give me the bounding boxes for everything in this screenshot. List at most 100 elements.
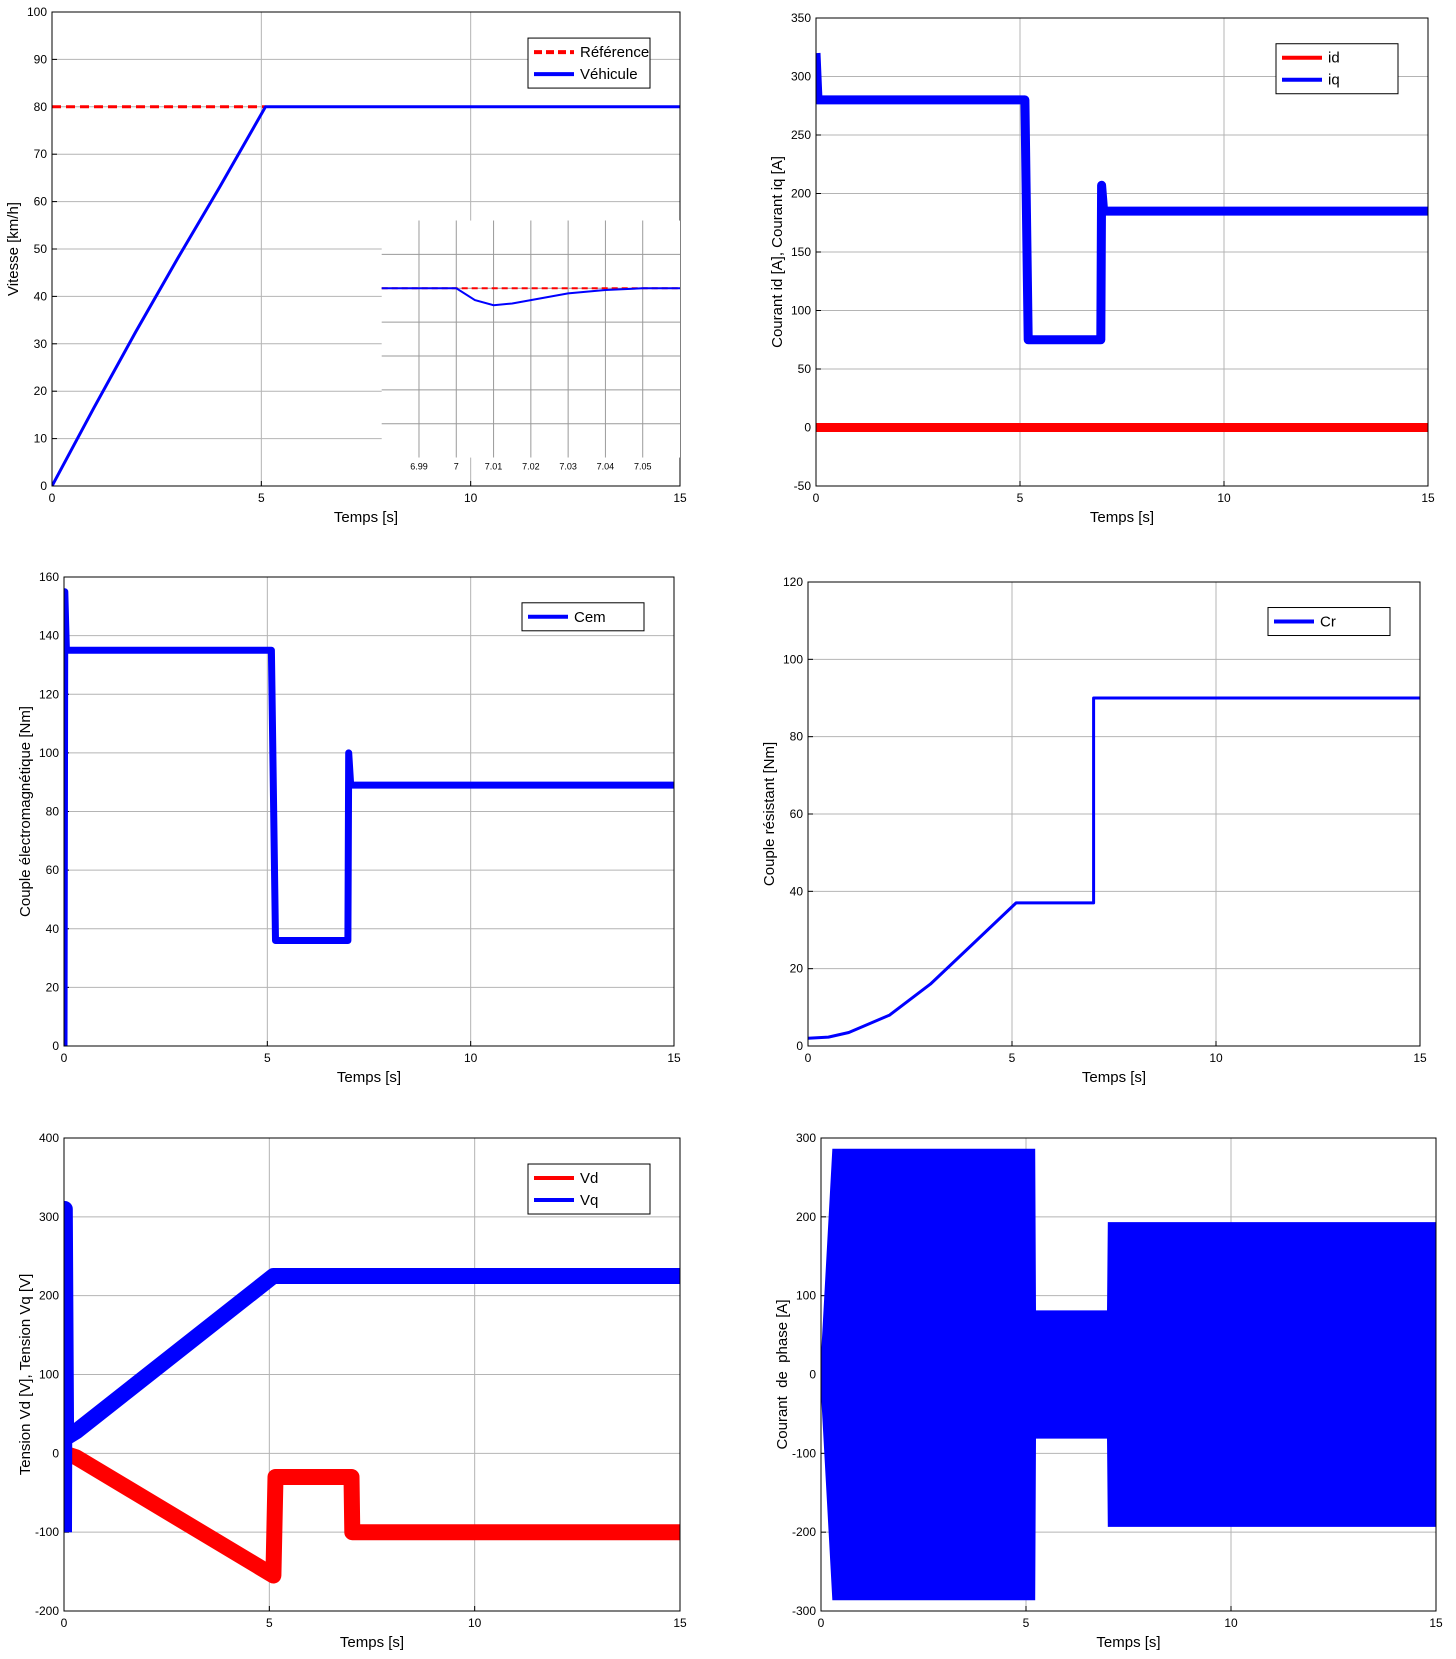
y-tick-label: 300 bbox=[39, 1210, 59, 1224]
inset-x-tick-label: 7.01 bbox=[485, 462, 503, 472]
y-tick-label: 40 bbox=[34, 289, 48, 303]
x-tick-label: 15 bbox=[1421, 491, 1435, 505]
y-tick-label: -300 bbox=[792, 1604, 816, 1618]
inset-x-tick-label: 7.03 bbox=[559, 462, 577, 472]
axes-frame bbox=[820, 1137, 1437, 1612]
y-tick-label: 150 bbox=[791, 245, 811, 259]
x-tick-label: 15 bbox=[673, 491, 687, 505]
y-axis-label: Courant de phase [A] bbox=[774, 1299, 791, 1449]
x-axis-label: Temps [s] bbox=[1082, 1069, 1146, 1086]
inset-x-tick-label: 7.04 bbox=[597, 462, 615, 472]
y-tick-label: 300 bbox=[796, 1131, 816, 1145]
x-axis-label: Temps [s] bbox=[340, 1634, 404, 1651]
band-fill bbox=[821, 1149, 1436, 1600]
y-tick-label: 0 bbox=[796, 1039, 803, 1053]
inset-x-tick-label: 7.02 bbox=[522, 462, 540, 472]
y-tick-label: 100 bbox=[39, 1368, 59, 1382]
x-axis-label: Temps [s] bbox=[334, 509, 398, 526]
y-tick-label: 80 bbox=[790, 730, 804, 744]
x-tick-label: 10 bbox=[1224, 1616, 1238, 1630]
y-tick-label: 90 bbox=[34, 52, 48, 66]
y-tick-label: 200 bbox=[796, 1210, 816, 1224]
y-tick-label: 50 bbox=[34, 242, 48, 256]
x-tick-label: 0 bbox=[61, 1051, 68, 1065]
inset-x-tick-label: 7.05 bbox=[634, 462, 652, 472]
y-tick-label: 50 bbox=[798, 362, 812, 376]
y-tick-label: 70 bbox=[34, 147, 48, 161]
inset-line bbox=[381, 287, 680, 307]
y-tick-label: 160 bbox=[39, 570, 59, 584]
legend-box bbox=[1275, 43, 1399, 95]
y-tick-label: 100 bbox=[791, 304, 811, 318]
y-tick-label: -200 bbox=[792, 1525, 816, 1539]
y-tick-label: -100 bbox=[792, 1446, 816, 1460]
x-tick-label: 0 bbox=[818, 1616, 825, 1630]
x-tick-label: 10 bbox=[464, 491, 478, 505]
plot-layer bbox=[808, 696, 1420, 1040]
plot-layer bbox=[52, 105, 680, 486]
data-line bbox=[64, 1201, 680, 1533]
y-tick-label: 60 bbox=[790, 807, 804, 821]
legend-label: id bbox=[1328, 50, 1340, 67]
y-tick-label: 30 bbox=[34, 337, 48, 351]
x-tick-label: 10 bbox=[468, 1616, 482, 1630]
x-tick-label: 5 bbox=[266, 1616, 273, 1630]
y-tick-label: 40 bbox=[790, 884, 804, 898]
x-tick-label: 0 bbox=[61, 1616, 68, 1630]
y-tick-label: 20 bbox=[34, 384, 48, 398]
y-tick-label: 0 bbox=[52, 1446, 59, 1460]
y-tick-label: 100 bbox=[796, 1289, 816, 1303]
y-tick-label: 400 bbox=[39, 1131, 59, 1145]
y-tick-label: 100 bbox=[27, 5, 47, 19]
plot-layer bbox=[821, 1148, 1436, 1601]
inset-x-tick-label: 7 bbox=[454, 462, 459, 472]
x-tick-label: 5 bbox=[258, 491, 265, 505]
x-tick-label: 5 bbox=[1023, 1616, 1030, 1630]
legend-label: Référence bbox=[580, 44, 649, 61]
y-tick-label: 200 bbox=[791, 187, 811, 201]
legend-label: Cr bbox=[1320, 614, 1336, 631]
y-axis-label: Vitesse [km/h] bbox=[5, 202, 22, 296]
axes-frame bbox=[63, 1137, 681, 1612]
x-tick-label: 10 bbox=[1217, 491, 1231, 505]
data-line bbox=[808, 696, 1420, 1040]
y-tick-label: 20 bbox=[46, 980, 60, 994]
y-axis-label: Tension Vd [V], Tension Vq [V] bbox=[17, 1274, 34, 1476]
data-line bbox=[816, 52, 1428, 345]
y-tick-label: 120 bbox=[39, 687, 59, 701]
legend-box bbox=[527, 37, 651, 89]
y-axis-label: Couple électromagnétique [Nm] bbox=[17, 706, 34, 917]
x-tick-label: 15 bbox=[1429, 1616, 1443, 1630]
axes-frame bbox=[807, 581, 1421, 1047]
y-tick-label: 10 bbox=[34, 432, 48, 446]
x-tick-label: 10 bbox=[1209, 1051, 1223, 1065]
y-axis-label: Courant id [A], Courant iq [A] bbox=[769, 156, 786, 348]
y-tick-label: 140 bbox=[39, 629, 59, 643]
upper-envelope bbox=[821, 1148, 1436, 1375]
legend-label: Vd bbox=[580, 1170, 598, 1187]
y-tick-label: 350 bbox=[791, 11, 811, 25]
y-tick-label: 100 bbox=[783, 652, 803, 666]
y-tick-label: 0 bbox=[809, 1368, 816, 1382]
y-tick-label: 250 bbox=[791, 128, 811, 142]
axes-frame bbox=[815, 17, 1429, 487]
y-tick-label: 60 bbox=[34, 195, 48, 209]
y-tick-label: 80 bbox=[34, 100, 48, 114]
x-tick-label: 0 bbox=[49, 491, 56, 505]
y-tick-label: 120 bbox=[783, 575, 803, 589]
x-tick-label: 0 bbox=[805, 1051, 812, 1065]
x-axis-label: Temps [s] bbox=[337, 1069, 401, 1086]
data-line bbox=[64, 1445, 680, 1584]
y-axis-label: Couple résistant [Nm] bbox=[761, 742, 778, 886]
x-tick-label: 15 bbox=[1413, 1051, 1427, 1065]
y-tick-label: 300 bbox=[791, 70, 811, 84]
lower-envelope bbox=[821, 1374, 1436, 1601]
y-tick-label: 60 bbox=[46, 863, 60, 877]
x-tick-label: 10 bbox=[464, 1051, 478, 1065]
legend-label: Vq bbox=[580, 1192, 598, 1209]
data-line bbox=[64, 588, 674, 1046]
y-tick-label: -100 bbox=[35, 1525, 59, 1539]
x-axis-label: Temps [s] bbox=[1090, 509, 1154, 526]
